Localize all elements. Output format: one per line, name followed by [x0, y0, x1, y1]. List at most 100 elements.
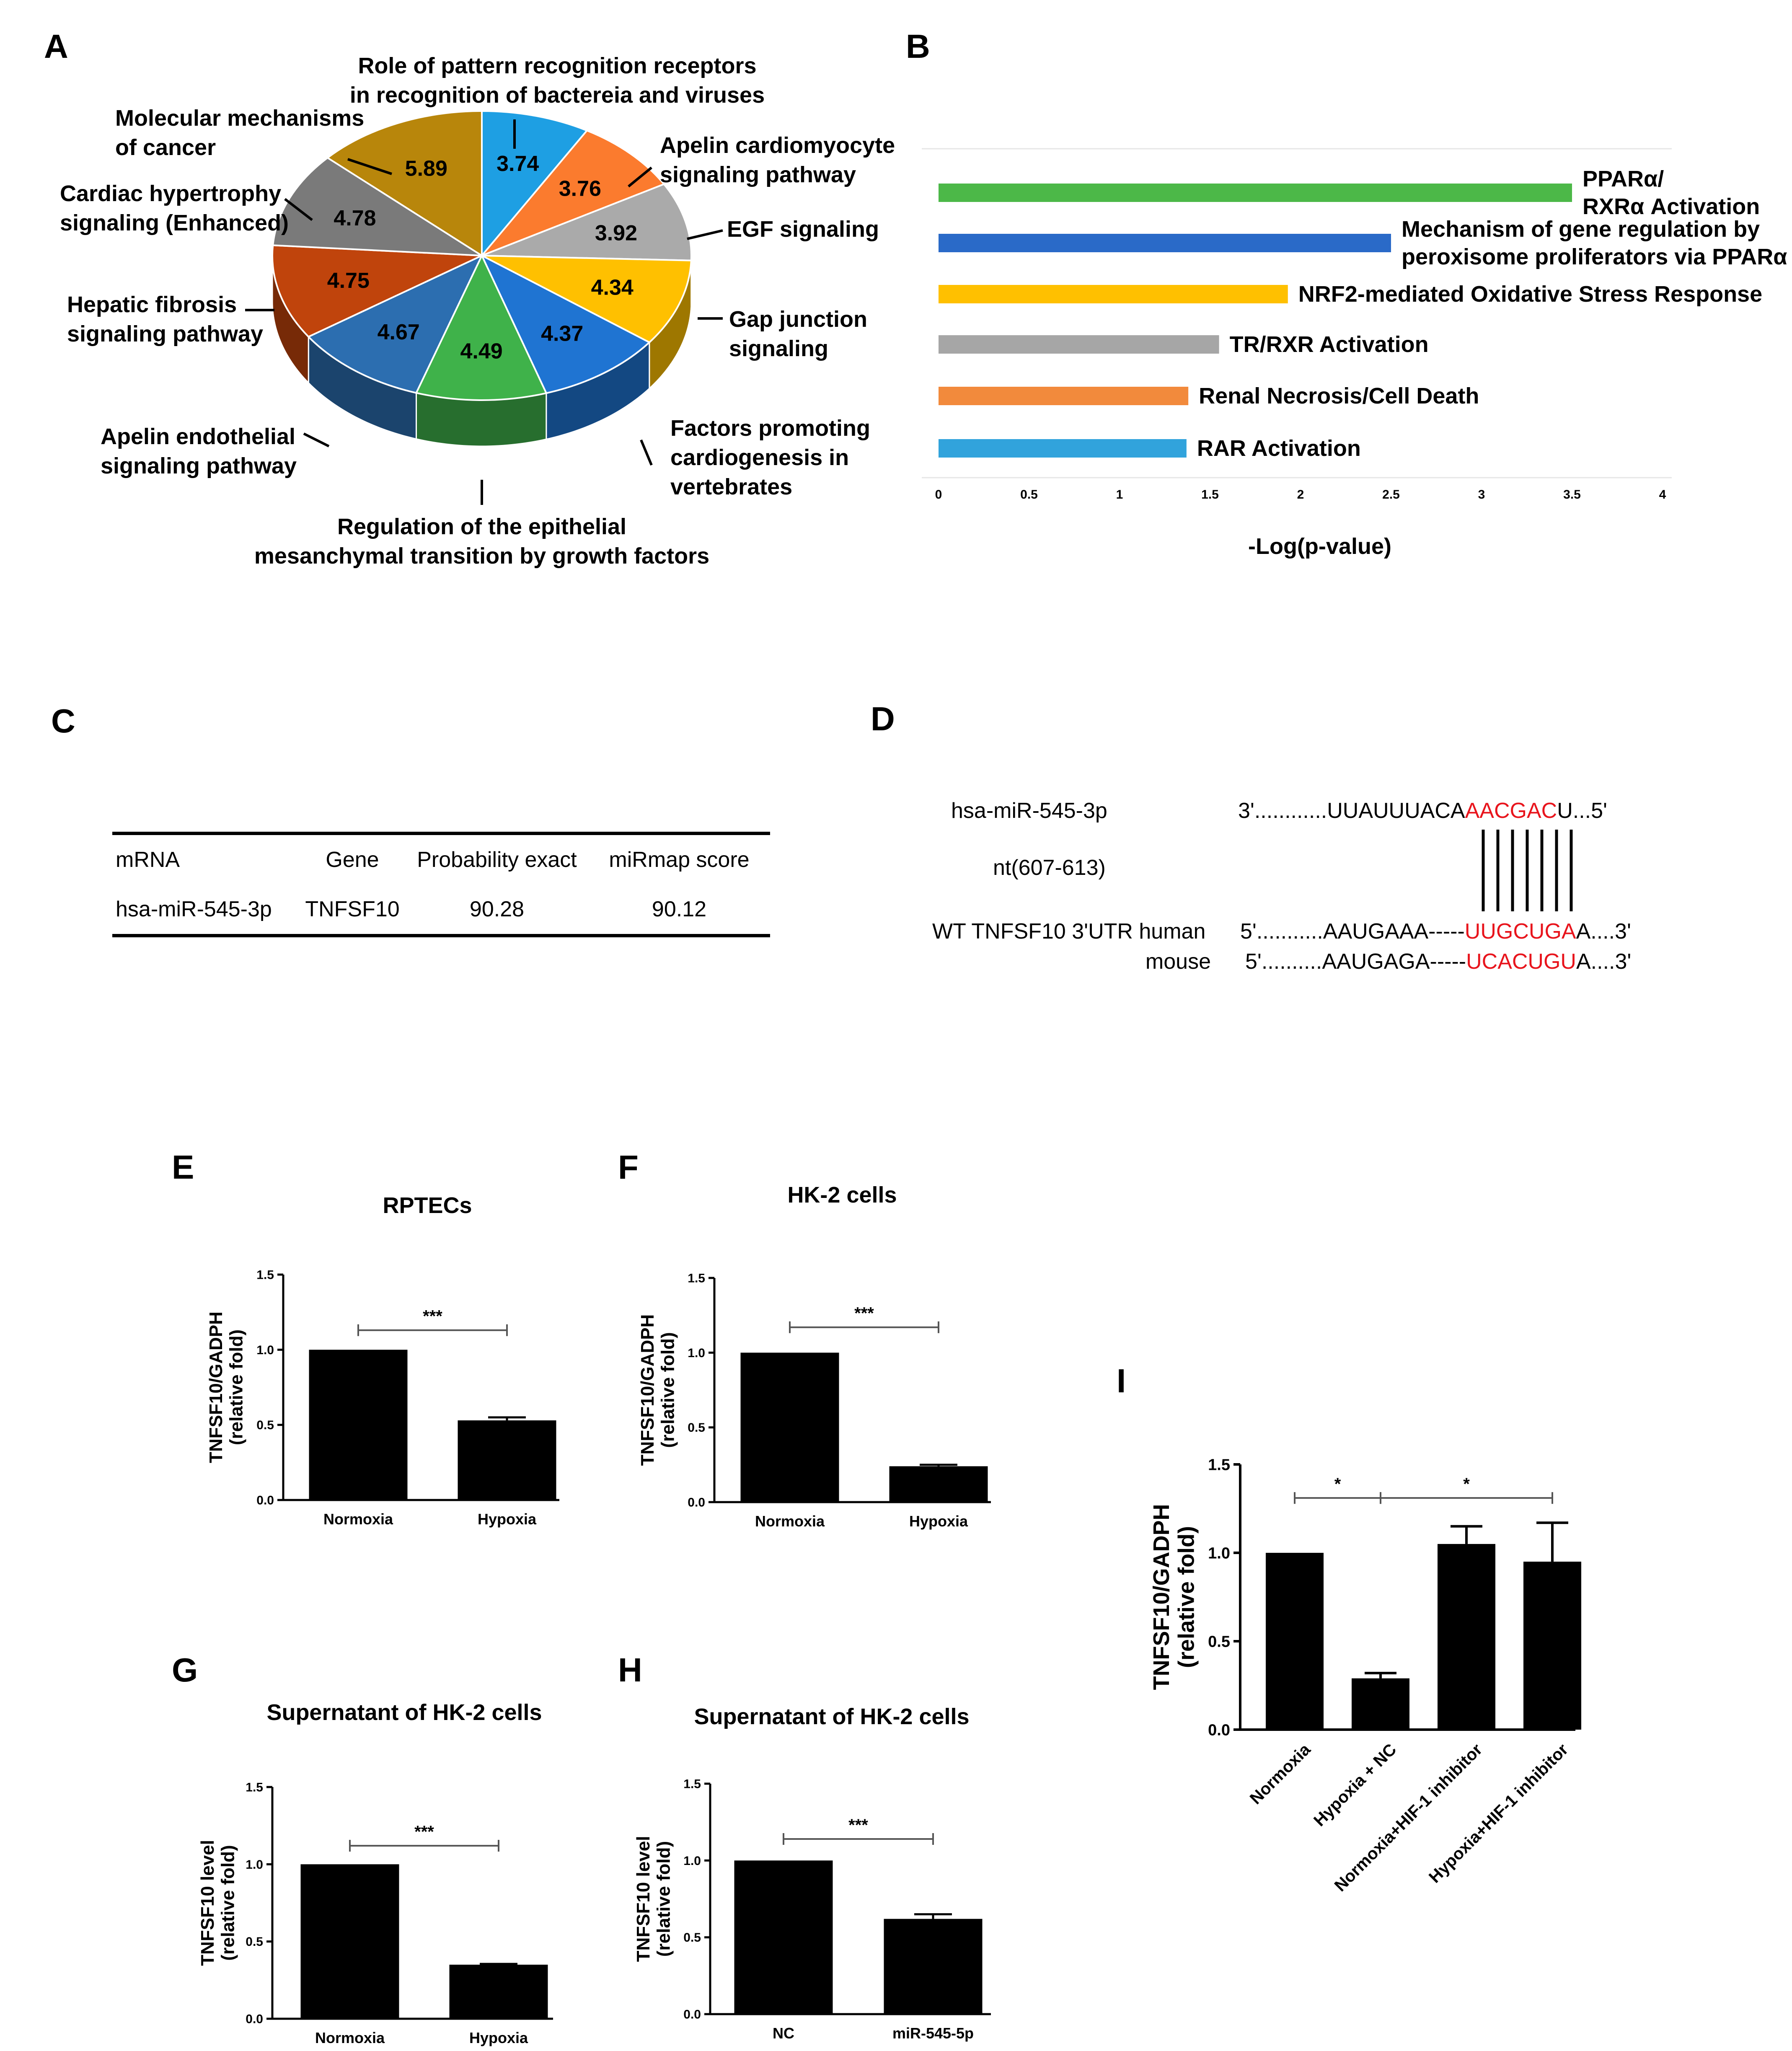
bar-label: TR/RXR Activation	[1230, 332, 1429, 357]
chart-title: Supernatant of HK-2 cells	[266, 1700, 542, 1725]
pie-category-label: Apelin endothelial signaling pathway	[101, 424, 297, 478]
pie-value-label: 4.75	[327, 269, 370, 293]
bar	[1266, 1553, 1324, 1730]
y-tick-label: 1.0	[688, 1346, 705, 1360]
bar	[449, 1964, 548, 2019]
mouse-suffix: A....3'	[1576, 949, 1631, 974]
table-cell: TNFSF10	[305, 897, 400, 921]
pie-chart-a: 3.74 3.76 3.92 4.34 4.37 4.49 4.67 4.75 4.78 5.89…	[60, 53, 895, 569]
category-label: Normoxia	[323, 1510, 393, 1528]
bar-chart-i: 0.0 0.5 1.0 1.5 TNFSF10/GADPH(relative fold)…	[1149, 1456, 1581, 1895]
human-utr-sequence: 5'...........AAUGAAA-----UUGCUGAA....3'	[1240, 919, 1631, 944]
table-header-row: mRNA Gene Probability exact miRmap score	[112, 835, 770, 885]
bar-chart-g: Supernatant of HK-2 cells 0.0 0.5 1.0 1.5 TNF…	[197, 1700, 553, 2046]
pie-category-label: Cardiac hypertrophy signaling (Enhanced)	[60, 181, 289, 235]
bar	[1523, 1562, 1581, 1730]
panel-label-i: I	[1117, 1362, 1126, 1399]
pie-value-label: 4.67	[378, 320, 420, 344]
pie-value-label: 3.76	[559, 177, 601, 201]
bar-chart-f: HK-2 cells 0.0 0.5 1.0 1.5 TNFSF10/GADPH(rela…	[637, 1182, 991, 1530]
y-axis-title: TNFSF10/GADPH(relative fold)	[206, 1311, 246, 1463]
pie-value-label: 3.92	[595, 221, 637, 246]
bar	[734, 1860, 833, 2014]
panel-label-h: H	[618, 1651, 642, 1689]
bar	[309, 1350, 408, 1500]
x-axis-title: -Log(p-value)	[1248, 534, 1391, 559]
category-label: Hypoxia	[469, 2029, 528, 2046]
bar-chart-e: RPTECs 0.0 0.5 1.0 1.5 TNFSF10/GADPH(relative…	[206, 1193, 559, 1528]
pie-leader-line	[347, 158, 392, 175]
category-label: Hypoxia	[909, 1513, 968, 1530]
nt-range-label: nt(607-613)	[993, 856, 1106, 880]
x-tick-label: 0.5	[1020, 488, 1038, 502]
bar	[1352, 1678, 1409, 1730]
significance-marker: ***	[423, 1307, 442, 1326]
y-axis-title: TNFSF10/GADPH(relative fold)	[637, 1314, 678, 1466]
mirna-label: hsa-miR-545-3p	[951, 799, 1107, 823]
human-prefix: 5'...........AAUGAAA-----	[1240, 919, 1465, 944]
panel-label-b: B	[906, 28, 930, 65]
significance-marker: ***	[854, 1304, 874, 1323]
panel-label-e: E	[172, 1148, 194, 1186]
mouse-utr-sequence: 5'..........AAUGAGA-----UCACUGUA....3'	[1245, 949, 1631, 974]
mouse-utr-label: mouse	[1146, 949, 1211, 974]
mirna-suffix: U...5'	[1557, 799, 1607, 823]
y-tick-label: 0.0	[256, 1494, 274, 1508]
mouse-seed: UCACUGU	[1466, 949, 1576, 974]
bar	[884, 1919, 983, 2014]
pie-value-label: 4.34	[591, 276, 634, 300]
prediction-table: mRNA Gene Probability exact miRmap score…	[112, 832, 770, 937]
category-label: Normoxia	[1246, 1740, 1314, 1808]
pie-slice	[480, 253, 651, 394]
significance-marker: *	[1463, 1475, 1470, 1493]
category-label: NC	[773, 2025, 794, 2042]
y-tick-label: 0.5	[246, 1935, 263, 1949]
x-tick-label: 4	[1659, 488, 1666, 502]
table-bottom-rule	[112, 934, 770, 937]
y-tick-label: 0.5	[683, 1931, 701, 1945]
pie-category-label: Factors promoting cardiogenesis in vertebr…	[670, 416, 870, 499]
chart-title: Supernatant of HK-2 cells	[694, 1704, 969, 1729]
pie-category-label: Regulation of the epithelial mesanchymal …	[254, 514, 709, 569]
pie-leader-line	[628, 166, 652, 188]
mouse-prefix: 5'..........AAUGAGA-----	[1245, 949, 1466, 974]
bar-label: Mechanism of gene regulation by peroxisom…	[1402, 217, 1787, 269]
bar-label: Renal Necrosis/Cell Death	[1199, 383, 1479, 409]
y-tick-label: 1.5	[246, 1781, 263, 1795]
category-label: Hypoxia	[478, 1510, 537, 1528]
pie-category-label: Role of pattern recognition receptors in …	[350, 53, 765, 108]
pie-value-label: 4.78	[334, 206, 376, 230]
pie-slice	[272, 244, 482, 338]
y-tick-label: 0.0	[246, 2012, 263, 2026]
pie-slice	[415, 253, 548, 401]
bar	[740, 1353, 839, 1502]
mirna-seed: AACGAC	[1465, 799, 1557, 823]
significance-marker: *	[1334, 1475, 1341, 1493]
bar	[1438, 1544, 1495, 1730]
y-tick-label: 1.5	[688, 1272, 705, 1285]
pie-slice	[307, 253, 484, 394]
bar	[939, 184, 1572, 202]
pie-leader-line	[284, 198, 313, 221]
pie-leader-line	[687, 229, 723, 240]
category-label: Normoxia	[315, 2029, 385, 2046]
category-label: Hypoxia+HIF-1 inhibitor	[1425, 1740, 1572, 1886]
pie-category-label: Apelin cardiomyocyte signaling pathway	[660, 133, 895, 187]
pie-category-label: Hepatic fibrosis signaling pathway	[67, 292, 263, 347]
pie-slice	[272, 157, 485, 257]
y-tick-label: 1.0	[683, 1854, 701, 1868]
human-suffix: A....3'	[1576, 919, 1631, 944]
significance-marker: ***	[414, 1823, 434, 1841]
mirna-prefix: 3'............UUAUUUACA	[1238, 799, 1465, 823]
table-header-cell: Gene	[326, 848, 379, 872]
panel-label-d: D	[871, 700, 895, 737]
human-utr-label: WT TNFSF10 3'UTR human	[932, 919, 1205, 944]
pie-leader-line	[303, 432, 330, 447]
table-header-cell: Probability exact	[417, 848, 577, 872]
pie-value-label: 4.37	[541, 321, 583, 346]
category-label: Normoxia+HIF-1 inhibitor	[1331, 1740, 1486, 1895]
y-tick-label: 0.0	[683, 2008, 701, 2022]
pie-slice	[481, 129, 665, 256]
panel-label-f: F	[618, 1148, 639, 1186]
